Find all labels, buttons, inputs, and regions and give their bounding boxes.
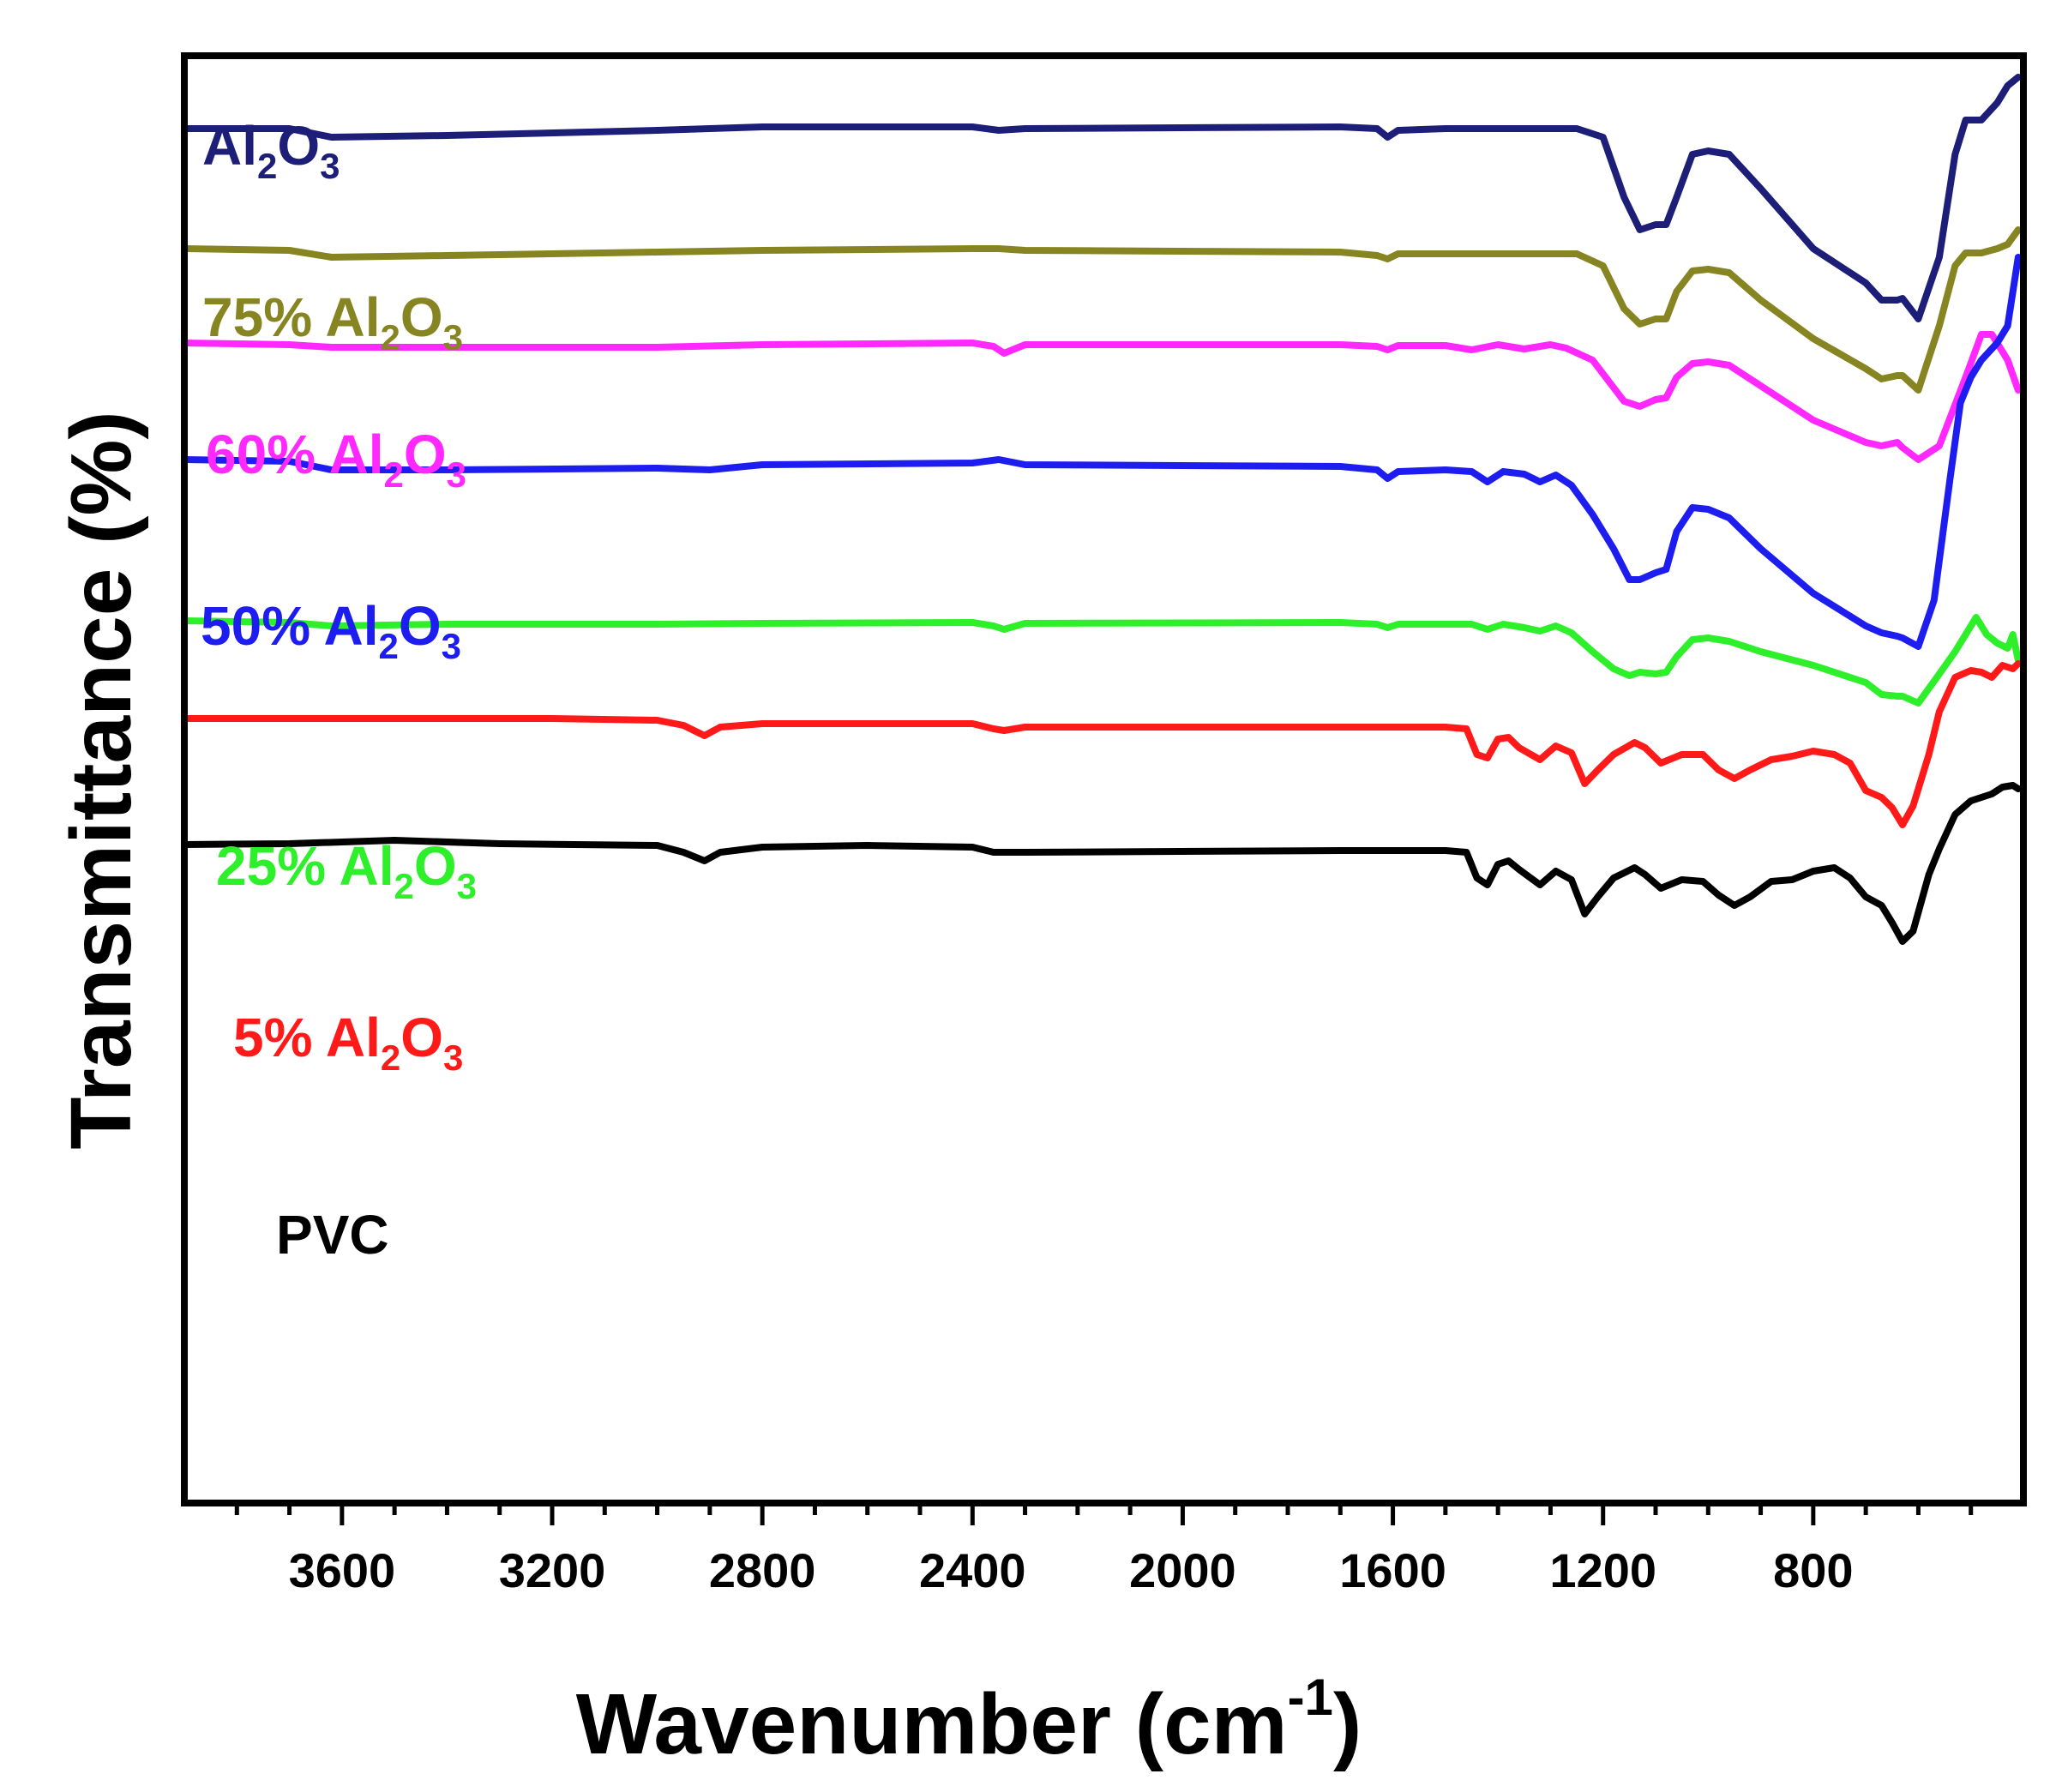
series-label-part: 2 — [257, 146, 277, 186]
series-label-3: 50% Al2O3 — [201, 595, 461, 666]
series-line-0 — [184, 74, 2022, 322]
x-axis-title: Wavenumber (cm-1) — [576, 1669, 1362, 1772]
series-label-4: 25% Al2O3 — [216, 835, 477, 906]
series-label-part: O — [277, 115, 320, 177]
series-layer — [184, 74, 2022, 945]
x-tick-label: 1600 — [1339, 1543, 1446, 1597]
series-label-part: O — [399, 595, 442, 657]
series-label-part: Al — [202, 115, 257, 177]
series-label-part: 2 — [381, 317, 400, 358]
series-label-part: 5% Al — [233, 1007, 381, 1068]
series-line-4 — [184, 614, 2022, 707]
x-tick-label: 2800 — [709, 1543, 816, 1597]
series-label-part: 2 — [381, 1037, 400, 1078]
series-line-2 — [184, 331, 2022, 463]
series-line-3 — [184, 254, 2022, 650]
x-axis-title-sup: -1 — [1288, 1669, 1333, 1726]
x-tick-label: 3600 — [289, 1543, 396, 1597]
series-line-6 — [184, 782, 2022, 945]
series-label-part: 2 — [394, 866, 414, 906]
series-label-part: 3 — [443, 1037, 463, 1078]
series-label-0: Al2O3 — [202, 115, 340, 186]
series-label-part: O — [404, 424, 447, 485]
series-label-part: 3 — [457, 866, 477, 906]
series-label-part: 75% Al — [202, 286, 381, 348]
series-label-part: 60% Al — [206, 424, 384, 485]
x-tick-label: 3200 — [499, 1543, 606, 1597]
x-axis-title-main: Wavenumber (cm — [576, 1676, 1288, 1772]
x-axis-ticks: 3600 3200 2800 2400 2000 1600 1200 800 — [234, 1503, 1974, 1597]
series-label-part: O — [400, 286, 443, 348]
series-line-1 — [184, 226, 2022, 394]
series-label-part: 3 — [443, 317, 463, 358]
series-label-part: 3 — [320, 146, 340, 186]
plot-frame — [181, 52, 2027, 1506]
y-axis-title: Transmittance (%) — [53, 411, 149, 1149]
series-label-part: 2 — [384, 454, 404, 495]
series-label-part: 2 — [379, 626, 399, 666]
series-line-5 — [184, 660, 2022, 828]
series-label-part: 3 — [442, 626, 461, 666]
series-label-2: 60% Al2O3 — [206, 424, 466, 495]
series-label-5: 5% Al2O3 — [233, 1007, 463, 1078]
series-label-1: 75% Al2O3 — [202, 286, 463, 358]
series-label-part: 50% Al — [201, 595, 379, 657]
x-axis-title-close: ) — [1333, 1676, 1362, 1772]
x-tick-label: 800 — [1773, 1543, 1853, 1597]
x-tick-label: 2400 — [919, 1543, 1026, 1597]
x-tick-label: 1200 — [1549, 1543, 1656, 1597]
series-label-part: O — [414, 835, 457, 897]
series-label-part: 3 — [447, 454, 466, 495]
series-label-6: PVC — [276, 1204, 389, 1266]
series-label-part: O — [400, 1007, 443, 1068]
series-label-part: 25% Al — [216, 835, 394, 897]
x-tick-label: 2000 — [1129, 1543, 1236, 1597]
series-label-part: PVC — [276, 1204, 389, 1266]
